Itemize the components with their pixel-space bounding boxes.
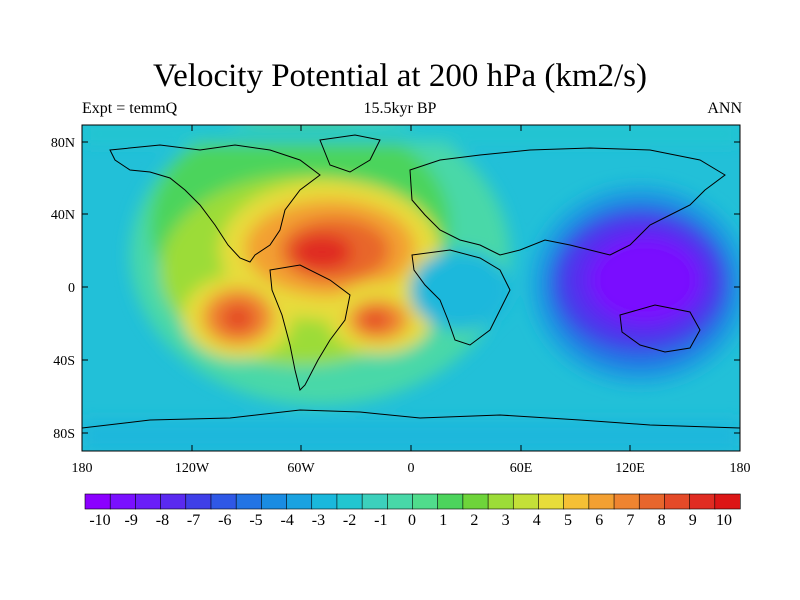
colorbar-label: 1 bbox=[439, 512, 447, 529]
colorbar-label: 5 bbox=[564, 512, 572, 529]
season-label: ANN bbox=[707, 100, 742, 117]
coast-north-america bbox=[109, 144, 321, 263]
coast-antarctica bbox=[82, 409, 740, 429]
coast-south-america bbox=[269, 264, 351, 391]
colorbar-label: -5 bbox=[249, 512, 262, 529]
lat-tick-label: 80S bbox=[53, 427, 75, 442]
colorbar-label: 10 bbox=[716, 512, 732, 529]
colorbar-swatch bbox=[261, 493, 288, 510]
coast-greenland bbox=[319, 134, 381, 173]
colorbar-swatch bbox=[311, 493, 338, 510]
colorbar-label: 6 bbox=[595, 512, 603, 529]
coast-europe-asia bbox=[409, 147, 726, 256]
colorbar-label: 3 bbox=[502, 512, 510, 529]
colorbar-swatch bbox=[84, 493, 111, 510]
colorbar-swatch bbox=[387, 493, 414, 510]
colorbar-label: 2 bbox=[470, 512, 478, 529]
colorbar-swatch bbox=[336, 493, 363, 510]
colorbar-swatch bbox=[185, 493, 212, 510]
tick-marks bbox=[82, 125, 740, 451]
colorbar-labels: -10 -9 -8 -7 -6 -5 -4 -3 -2 -1 0 1 2 3 4 5 6 7 8 9 10 bbox=[89, 512, 732, 529]
velocity-potential-field bbox=[82, 125, 740, 451]
lon-tick-label: 180 bbox=[72, 461, 93, 476]
colorbar-label: 8 bbox=[658, 512, 666, 529]
lon-tick-label: 60E bbox=[510, 461, 533, 476]
colorbar-swatch bbox=[638, 493, 666, 510]
lat-tick-label: 80N bbox=[51, 136, 75, 151]
colorbar-swatch bbox=[563, 493, 590, 510]
latitude-axis: 80N 40N 0 40S 80S bbox=[51, 136, 75, 442]
colorbar-swatch bbox=[109, 493, 136, 510]
colorbar-label: -10 bbox=[89, 512, 110, 529]
colorbar-swatch bbox=[613, 493, 640, 510]
colorbar-label: 4 bbox=[533, 512, 541, 529]
coastlines bbox=[82, 134, 740, 429]
lon-tick-label: 120E bbox=[615, 461, 645, 476]
experiment-label: Expt = temmQ bbox=[82, 100, 178, 117]
colorbar-swatch bbox=[210, 493, 237, 510]
colorbar-swatch bbox=[160, 493, 187, 510]
colorbar-label: 0 bbox=[408, 512, 416, 529]
colorbar-label: -6 bbox=[218, 512, 231, 529]
period-label: 15.5kyr BP bbox=[363, 100, 437, 117]
lon-tick-label: 0 bbox=[408, 461, 415, 476]
colorbar-swatch bbox=[235, 493, 262, 510]
colorbar-swatch bbox=[462, 493, 489, 510]
colorbar-label: -4 bbox=[281, 512, 294, 529]
colorbar-label: -3 bbox=[312, 512, 325, 529]
colorbar-label: 9 bbox=[689, 512, 697, 529]
colorbar-label: -2 bbox=[343, 512, 356, 529]
colorbar-swatch bbox=[689, 493, 716, 510]
colorbar-label: -9 bbox=[125, 512, 138, 529]
lat-tick-label: 0 bbox=[68, 281, 75, 296]
colorbar-swatch bbox=[361, 493, 388, 510]
colorbar-label: -8 bbox=[156, 512, 169, 529]
colorbar-swatch bbox=[487, 493, 514, 510]
colorbar-swatch bbox=[512, 493, 540, 510]
lat-tick-label: 40N bbox=[51, 208, 75, 223]
coast-australia bbox=[619, 304, 701, 353]
colorbar-label: -1 bbox=[374, 512, 387, 529]
colorbar-swatch bbox=[714, 493, 741, 510]
lon-tick-label: 180 bbox=[730, 461, 751, 476]
colorbar-swatch bbox=[286, 493, 313, 510]
lon-tick-label: 120W bbox=[175, 461, 210, 476]
chart-title: Velocity Potential at 200 hPa (km2/s) bbox=[152, 58, 648, 94]
lon-tick-label: 60W bbox=[287, 461, 315, 476]
longitude-axis: 180 120W 60W 0 60E 120E 180 bbox=[72, 461, 751, 476]
lat-tick-label: 40S bbox=[53, 354, 75, 369]
colorbar bbox=[84, 493, 741, 510]
colorbar-swatch bbox=[664, 493, 691, 510]
colorbar-swatch bbox=[437, 493, 464, 510]
colorbar-swatch bbox=[135, 493, 162, 510]
colorbar-swatch bbox=[412, 493, 439, 510]
colorbar-swatch bbox=[588, 493, 615, 510]
coast-africa bbox=[411, 249, 511, 346]
colorbar-swatch bbox=[538, 493, 565, 510]
colorbar-label: 7 bbox=[626, 512, 634, 529]
colorbar-label: -7 bbox=[187, 512, 200, 529]
